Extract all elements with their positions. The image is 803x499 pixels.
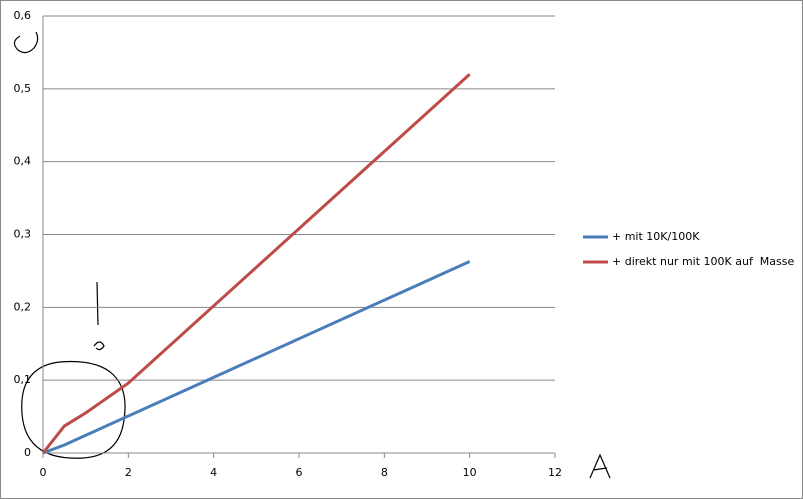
scribble-mark	[93, 341, 105, 351]
x-tick-label: 2	[125, 466, 132, 479]
x-tick-label: 0	[40, 466, 47, 479]
scribble-u	[13, 31, 39, 54]
x-tick-label: 6	[296, 466, 303, 479]
line-series	[42, 260, 471, 455]
y-tick-label: 0,2	[14, 300, 32, 313]
y-tick-label: 0,1	[14, 373, 32, 386]
y-tick-label: 0,4	[14, 155, 32, 168]
legend-label: + mit 10K/100K	[612, 230, 700, 243]
line-series	[41, 73, 471, 454]
x-tick-label: 4	[210, 466, 217, 479]
scribble-a	[589, 453, 611, 479]
y-tick-label: 0,6	[14, 9, 32, 22]
x-tick-label: 10	[463, 466, 477, 479]
handwriting	[13, 31, 611, 479]
scribble-circle	[21, 360, 126, 459]
y-tick-label: 0,5	[14, 82, 32, 95]
x-tick-label: 12	[548, 466, 562, 479]
y-tick-label: 0,3	[14, 228, 32, 241]
legend-label: + direkt nur mit 100K auf Masse	[612, 255, 795, 268]
y-tick-label: 0	[24, 446, 31, 459]
x-tick-label: 8	[381, 466, 388, 479]
scribble-mark	[96, 281, 99, 326]
